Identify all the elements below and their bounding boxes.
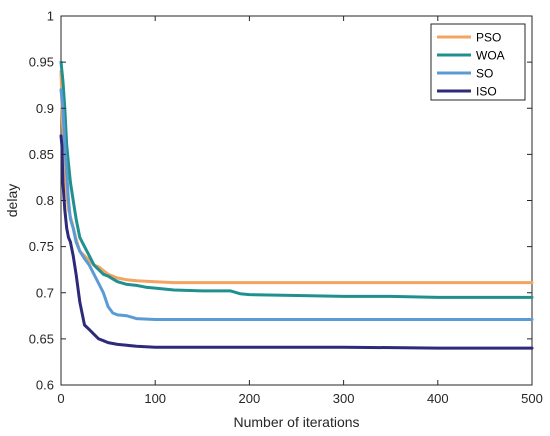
series-line-so — [59, 88, 534, 321]
y-tick-label: 0.6 — [36, 378, 54, 393]
legend-label-woa: WOA — [476, 49, 505, 63]
y-tick-label: 0.9 — [36, 101, 54, 116]
y-tick-label: 0.65 — [29, 331, 54, 346]
y-tick-label: 0.8 — [36, 193, 54, 208]
legend-label-iso: ISO — [476, 85, 497, 99]
x-axis-label: Number of iterations — [233, 414, 359, 430]
y-tick-label: 0.7 — [36, 285, 54, 300]
y-axis-label: delay — [4, 184, 20, 217]
x-tick-label: 200 — [239, 391, 261, 406]
series-line-woa — [59, 60, 534, 299]
x-tick-label: 300 — [333, 391, 355, 406]
y-tick-label: 0.75 — [29, 239, 54, 254]
axes-layer: 0 100 200 300 400 500 0.6 0.65 0.7 0.75 0.8 0.85 0.9… — [29, 9, 543, 407]
y-tick-label: 1 — [47, 9, 54, 24]
x-tick-label: 400 — [427, 391, 449, 406]
series-layer — [59, 60, 534, 350]
x-tick-label: 100 — [144, 391, 166, 406]
series-line-iso — [59, 134, 534, 350]
legend: PSO WOA SO ISO — [430, 23, 526, 101]
legend-label-pso: PSO — [476, 31, 501, 45]
x-tick-label: 0 — [57, 391, 64, 406]
y-tick-label: 0.85 — [29, 147, 54, 162]
legend-label-so: SO — [476, 67, 493, 81]
x-tick-label: 500 — [521, 391, 543, 406]
y-tick-label: 0.95 — [29, 55, 54, 70]
